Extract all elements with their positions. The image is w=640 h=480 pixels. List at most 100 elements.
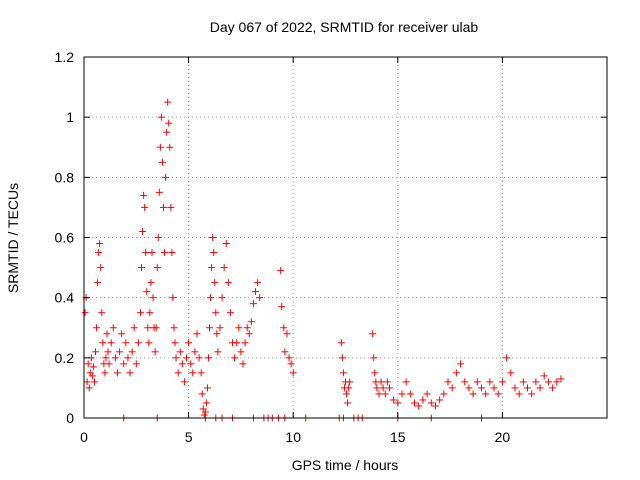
data-point-marker xyxy=(213,330,221,338)
data-point-marker xyxy=(375,390,383,398)
data-point-marker xyxy=(147,279,155,287)
data-point-marker xyxy=(204,354,212,362)
data-point-marker xyxy=(549,384,557,392)
y-tick-label: 0.4 xyxy=(55,290,75,306)
data-point-marker xyxy=(245,330,253,338)
data-point-marker xyxy=(402,378,410,386)
data-point-marker xyxy=(440,390,448,398)
data-point-marker xyxy=(96,240,104,248)
data-point-marker xyxy=(148,249,156,257)
data-point-marker xyxy=(287,360,295,368)
data-point-marker xyxy=(120,360,128,368)
data-point-marker xyxy=(211,279,219,287)
data-point-marker xyxy=(233,339,241,347)
data-point-marker xyxy=(201,408,209,416)
data-point-marker xyxy=(111,354,119,362)
data-point-marker xyxy=(457,360,465,368)
data-point-marker xyxy=(141,203,149,211)
y-tick-label: 0.6 xyxy=(55,230,75,246)
data-point-marker xyxy=(469,390,477,398)
data-point-marker xyxy=(197,369,205,377)
data-point-marker xyxy=(93,324,101,332)
data-point-marker xyxy=(519,378,527,386)
data-point-marker xyxy=(285,354,293,362)
data-point-marker xyxy=(411,399,419,407)
data-point-marker xyxy=(105,360,113,368)
data-point-marker xyxy=(155,188,163,196)
data-point-marker xyxy=(170,324,178,332)
data-point-marker xyxy=(398,390,406,398)
data-point-marker xyxy=(214,348,222,356)
x-tick-label: 10 xyxy=(285,429,301,445)
data-point-marker xyxy=(224,279,232,287)
data-point-marker xyxy=(345,384,353,392)
data-point-marker xyxy=(239,360,247,368)
data-point-marker xyxy=(207,294,215,302)
grid-lines xyxy=(84,57,607,418)
data-point-marker xyxy=(180,378,188,386)
data-point-marker xyxy=(140,191,148,199)
data-point-marker xyxy=(212,309,220,317)
data-point-marker xyxy=(166,143,174,151)
chart-title: Day 067 of 2022, SRMTID for receiver ula… xyxy=(210,19,479,35)
data-point-marker xyxy=(254,279,262,287)
y-axis-label: SRMTID / TECUs xyxy=(5,183,21,293)
data-point-marker xyxy=(198,390,206,398)
data-point-marker xyxy=(118,330,126,338)
data-point-marker xyxy=(222,240,230,248)
data-point-marker xyxy=(187,360,195,368)
data-point-marker xyxy=(507,369,515,377)
data-point-marker xyxy=(511,384,519,392)
data-point-marker xyxy=(452,369,460,377)
data-point-marker xyxy=(394,399,402,407)
data-point-marker xyxy=(200,411,208,419)
x-tick-label: 15 xyxy=(390,429,406,445)
data-point-marker xyxy=(98,309,106,317)
data-point-marker xyxy=(370,354,378,362)
data-point-marker xyxy=(544,378,552,386)
data-point-marker xyxy=(128,348,136,356)
data-point-marker xyxy=(101,369,109,377)
data-point-marker xyxy=(532,378,540,386)
data-point-marker xyxy=(169,294,177,302)
data-point-marker xyxy=(85,384,93,392)
data-point-marker xyxy=(162,173,170,181)
data-point-marker xyxy=(83,378,91,386)
data-point-marker xyxy=(156,143,164,151)
data-point-marker xyxy=(252,288,260,296)
data-point-marker xyxy=(482,390,490,398)
data-point-marker xyxy=(444,378,452,386)
data-point-marker xyxy=(343,390,351,398)
data-point-marker xyxy=(237,348,245,356)
data-point-marker xyxy=(90,378,98,386)
data-point-marker xyxy=(95,249,103,257)
data-point-marker xyxy=(515,390,523,398)
data-point-marker xyxy=(557,375,565,383)
data-point-marker xyxy=(193,330,201,338)
data-point-marker xyxy=(145,339,153,347)
data-point-marker xyxy=(183,354,191,362)
data-point-marker xyxy=(152,324,160,332)
y-tick-label: 0.2 xyxy=(55,350,75,366)
data-point-marker xyxy=(247,318,255,326)
data-point-marker xyxy=(81,309,89,317)
y-tick-label: 0.8 xyxy=(55,169,75,185)
data-point-marker xyxy=(243,324,251,332)
data-point-marker xyxy=(503,354,511,362)
data-point-marker xyxy=(139,227,147,235)
x-tick-label: 20 xyxy=(495,429,511,445)
data-point-marker xyxy=(172,354,180,362)
data-point-marker xyxy=(138,264,146,272)
data-point-marker xyxy=(553,378,561,386)
data-point-marker xyxy=(528,390,536,398)
axis-ticks xyxy=(83,56,607,419)
data-point-marker xyxy=(130,324,138,332)
y-tick-label: 1.2 xyxy=(55,49,75,65)
data-point-marker xyxy=(136,309,144,317)
data-point-marker xyxy=(427,399,435,407)
data-point-marker xyxy=(202,399,210,407)
data-point-marker xyxy=(109,324,117,332)
data-point-marker xyxy=(406,390,414,398)
data-point-marker xyxy=(431,402,439,410)
data-point-marker xyxy=(473,378,481,386)
